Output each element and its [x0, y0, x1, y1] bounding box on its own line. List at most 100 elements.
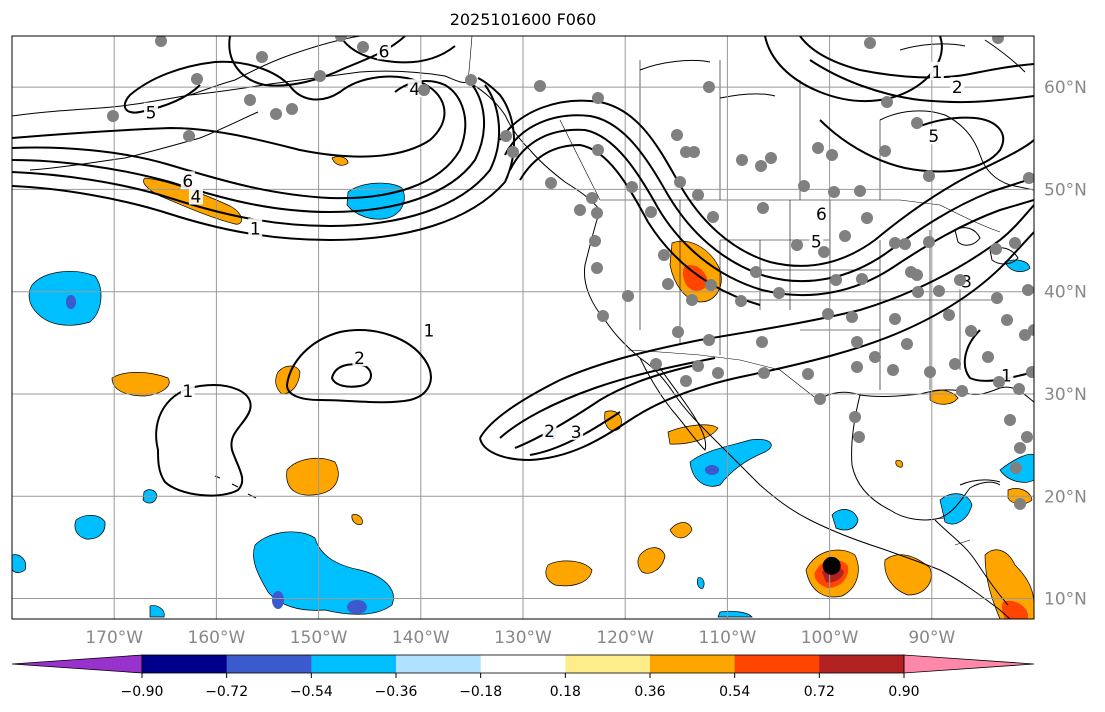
longitude-label: 100°W: [801, 628, 859, 648]
station-marker: [851, 336, 863, 348]
negative-shade-area: [28, 271, 102, 326]
colorbar-tick-label: −0.90: [121, 684, 164, 700]
station-marker: [335, 36, 347, 42]
station-marker: [545, 177, 557, 189]
colorbar-segment: [142, 655, 228, 673]
negative-core-area: [705, 465, 719, 475]
contour-label-halo: [407, 79, 422, 98]
longitude-label: 130°W: [494, 628, 552, 648]
station-marker: [589, 235, 601, 247]
station-marker: [688, 146, 700, 158]
station-marker: [270, 108, 282, 120]
station-marker: [879, 145, 891, 157]
positive-core-area: [682, 264, 708, 291]
longitude-label: 110°W: [699, 628, 757, 648]
station-marker: [592, 144, 604, 156]
station-marker: [757, 202, 769, 214]
station-marker: [943, 309, 955, 321]
figure-title: 2025101600 F060: [450, 10, 597, 29]
station-marker: [993, 376, 1005, 388]
station-marker: [191, 73, 203, 85]
highlight-marker: [822, 556, 841, 575]
station-marker: [853, 431, 865, 443]
station-marker: [954, 274, 966, 286]
aleutian-chain: [29, 111, 259, 171]
colorbar-tick-label: −0.36: [375, 684, 418, 700]
station-marker: [626, 181, 638, 193]
station-marker: [889, 237, 901, 249]
station-marker: [1004, 414, 1016, 426]
station-marker: [592, 92, 604, 104]
north-america-west-coast: [467, 81, 1011, 619]
station-marker: [534, 80, 546, 92]
contour-line: [285, 329, 432, 404]
station-marker: [887, 364, 899, 376]
station-marker: [735, 295, 747, 307]
contour-line: [155, 384, 252, 497]
station-marker: [507, 146, 519, 158]
colorbar-tick-label: 0.54: [719, 684, 750, 700]
contour-label-halo: [421, 320, 436, 339]
contour-line: [479, 231, 1034, 462]
us-mexico-border: [627, 349, 819, 401]
colorbar-extend-high: [903, 654, 1035, 674]
station-marker: [155, 36, 167, 47]
colorbar: −0.90 −0.72 −0.54 −0.36 −0.18 0.18 0.36 0.54 0.7…: [11, 654, 1035, 700]
positive-shade-area: [604, 410, 622, 432]
negative-core-area: [347, 600, 367, 614]
station-marker: [1014, 442, 1026, 454]
station-marker: [933, 285, 945, 297]
station-marker: [705, 279, 717, 291]
negative-core-area: [66, 295, 76, 309]
station-marker: [1001, 314, 1013, 326]
station-marker: [758, 367, 770, 379]
station-marker: [1019, 329, 1031, 341]
longitude-label: 140°W: [392, 628, 450, 648]
contour-label: 1: [424, 322, 435, 342]
contour-label: 4: [191, 188, 202, 208]
colorbar-segment: [226, 655, 312, 673]
negative-shade-area: [253, 531, 394, 615]
station-marker: [756, 336, 768, 348]
station-marker: [949, 358, 961, 370]
colorbar-tick-label: −0.18: [459, 684, 502, 700]
map-frame: [11, 35, 1035, 620]
station-marker: [911, 117, 923, 129]
station-marker: [798, 180, 810, 192]
station-marker: [911, 269, 923, 281]
station-marker: [1010, 462, 1022, 474]
contour-label-halo: [814, 203, 829, 222]
station-marker: [773, 287, 785, 299]
station-marker: [1028, 324, 1034, 336]
station-marker: [1009, 237, 1021, 249]
positive-shade-area: [545, 560, 593, 587]
station-marker: [107, 110, 119, 122]
station-marker: [256, 51, 268, 63]
contour-label: 3: [961, 272, 972, 292]
positive-shade-area: [984, 549, 1034, 619]
contour-line: [330, 363, 372, 388]
colorbar-segment: [565, 655, 651, 673]
station-marker: [846, 311, 858, 323]
negative-core-area: [272, 591, 284, 609]
station-marker: [1026, 366, 1034, 378]
colorbar-segment: [734, 655, 820, 673]
station-marker: [901, 338, 913, 350]
colorbar-segment: [650, 655, 736, 673]
colorbar-tick-label: −0.54: [290, 684, 333, 700]
negative-shade-area: [74, 515, 106, 540]
contour-line: [809, 59, 1034, 104]
hudson-bay-coast: [879, 110, 1034, 191]
station-marker: [1023, 172, 1034, 184]
colorbar-segment: [480, 655, 566, 673]
station-marker: [686, 294, 698, 306]
station-markers: [107, 36, 1034, 510]
contour-line: [479, 204, 1034, 439]
negative-shade-area: [939, 493, 973, 525]
colorbar-tick-label: 0.18: [550, 684, 581, 700]
station-marker: [703, 81, 715, 93]
station-marker: [881, 96, 893, 108]
station-marker: [839, 230, 851, 242]
contour-label-halo: [950, 77, 965, 96]
